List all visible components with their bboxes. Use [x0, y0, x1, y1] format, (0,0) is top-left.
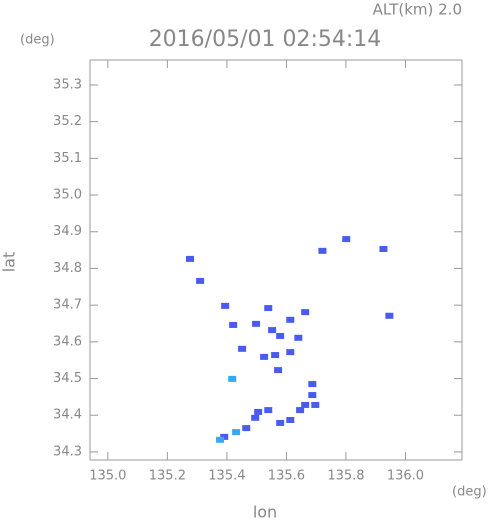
y-tick-label: 34.4	[53, 408, 82, 423]
x-tick-label: 135.8	[327, 469, 364, 484]
echo	[286, 316, 295, 323]
echo	[260, 353, 269, 360]
x-tick-label: 135.4	[208, 469, 245, 484]
altitude: ALT(km) 2.0	[373, 1, 462, 19]
echo	[216, 436, 225, 443]
y-tick-label: 34.5	[53, 371, 82, 386]
echo	[229, 321, 238, 328]
echo	[276, 332, 285, 339]
chart-title: 2016/05/01 02:54:14	[149, 27, 382, 52]
echo	[242, 425, 251, 432]
y-tick-label: 34.9	[53, 224, 82, 239]
echo	[276, 419, 285, 426]
echo	[286, 417, 295, 423]
echo	[301, 401, 310, 408]
echo	[385, 312, 394, 319]
echo	[220, 433, 229, 440]
echo	[185, 255, 194, 262]
echo	[318, 247, 327, 254]
echo	[252, 320, 261, 327]
echo	[294, 334, 303, 341]
echo	[238, 345, 247, 352]
y-tick-label: 35.0	[53, 188, 82, 203]
y-tick-label: 34.8	[53, 261, 82, 276]
plot-frame	[89, 59, 463, 461]
echo	[228, 375, 237, 382]
echo	[308, 392, 317, 399]
x-tick-label: 135.2	[149, 469, 186, 484]
echo	[264, 407, 273, 414]
y-unit: (deg)	[20, 33, 55, 48]
echo	[254, 408, 263, 415]
echo	[271, 352, 280, 359]
y-tick-label: 35.3	[53, 77, 82, 92]
y-label: lat	[0, 252, 19, 273]
y-tick-label: 34.6	[53, 334, 82, 349]
x-tick-label: 136.0	[387, 469, 424, 484]
echo	[221, 302, 230, 309]
echo	[379, 245, 388, 252]
echo	[286, 349, 295, 356]
y-tick-label: 34.3	[53, 444, 82, 459]
echo	[232, 429, 241, 436]
echo	[296, 407, 305, 414]
x-label: lon	[253, 503, 277, 522]
y-tick-label: 35.2	[53, 114, 82, 129]
x-tick-label: 135.0	[89, 469, 126, 484]
echo	[311, 401, 320, 408]
echo	[196, 277, 205, 284]
x-unit: (deg)	[452, 485, 487, 500]
y-tick-label: 35.1	[53, 151, 82, 166]
x-tick-label: 135.6	[268, 469, 305, 484]
echo	[301, 309, 310, 316]
echo	[308, 381, 317, 388]
y-tick-label: 34.7	[53, 298, 82, 313]
echo	[251, 414, 260, 421]
echo	[342, 236, 351, 243]
echo	[268, 327, 277, 334]
echo	[274, 367, 283, 374]
echo	[264, 305, 273, 312]
